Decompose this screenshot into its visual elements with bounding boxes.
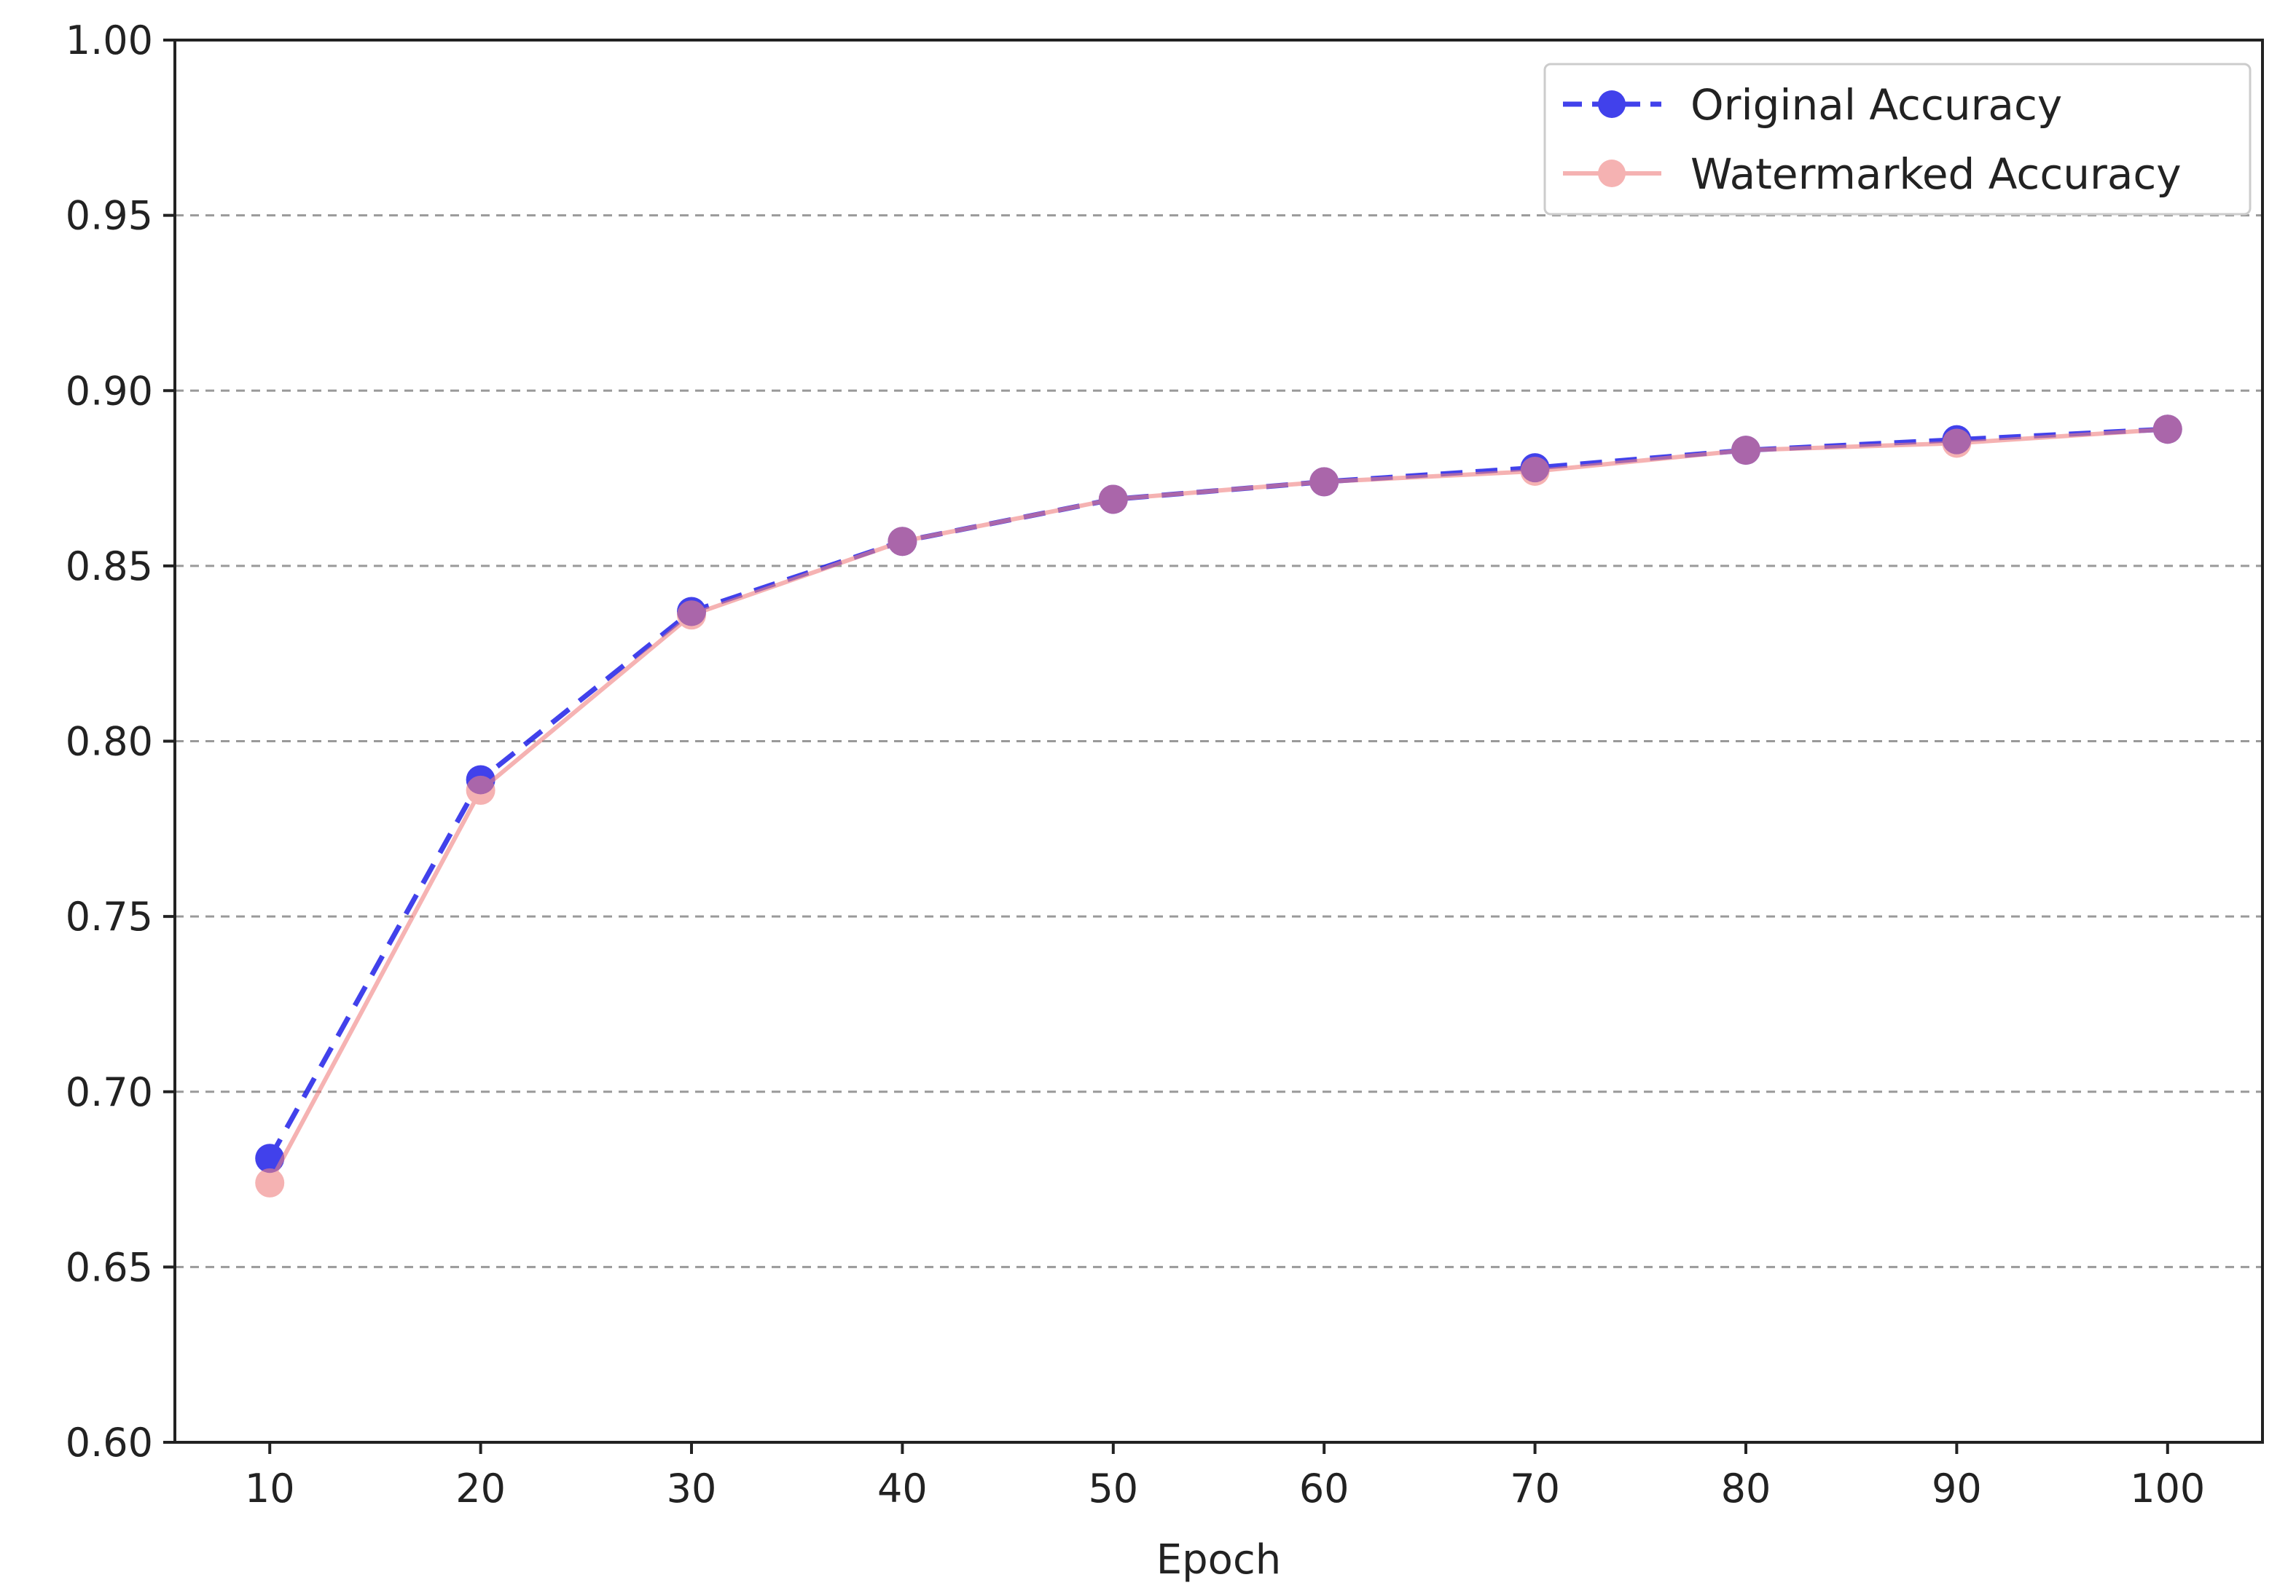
legend-entry: Watermarked Accuracy bbox=[1563, 149, 2182, 199]
axis-ticks: 0.60 0.65 0.70 0.75 0.80 0.85 0.90 0.95 1.00 10 20… bbox=[66, 17, 2206, 1512]
data-point bbox=[1098, 484, 1128, 514]
y-tick-label: 0.95 bbox=[66, 193, 153, 239]
grid-lines bbox=[175, 214, 2262, 1268]
series-line bbox=[267, 426, 2168, 1160]
data-point bbox=[1520, 456, 1550, 486]
x-tick-label: 50 bbox=[1088, 1466, 1138, 1512]
y-tick-label: 0.90 bbox=[66, 368, 153, 414]
legend-marker bbox=[1598, 90, 1626, 118]
legend-swatch bbox=[1563, 90, 1661, 118]
y-tick-label: 0.75 bbox=[66, 894, 153, 940]
legend-swatch bbox=[1563, 160, 1661, 187]
data-point bbox=[1942, 428, 1972, 458]
y-tick-label: 0.60 bbox=[66, 1420, 153, 1466]
x-tick-label: 40 bbox=[877, 1466, 928, 1512]
series-layer bbox=[255, 414, 2182, 1198]
data-point bbox=[255, 1168, 285, 1198]
data-point bbox=[466, 775, 495, 805]
series-original-accuracy bbox=[255, 414, 2182, 1174]
x-tick-label: 100 bbox=[2130, 1466, 2205, 1512]
legend: Original Accuracy Watermarked Accuracy bbox=[1543, 63, 2252, 216]
series-line bbox=[267, 427, 2168, 1184]
data-point bbox=[677, 600, 707, 630]
x-tick-label: 20 bbox=[455, 1466, 506, 1512]
x-axis-label: Epoch bbox=[1156, 1536, 1281, 1584]
legend-entry: Original Accuracy bbox=[1563, 80, 2062, 130]
data-point bbox=[888, 527, 917, 557]
x-tick-label: 90 bbox=[1932, 1466, 1982, 1512]
x-tick-label: 30 bbox=[667, 1466, 717, 1512]
data-point bbox=[1731, 436, 1760, 465]
y-tick-label: 0.85 bbox=[66, 543, 153, 589]
y-tick-label: 0.80 bbox=[66, 719, 153, 765]
x-tick-label: 80 bbox=[1721, 1466, 1771, 1512]
legend-label: Original Accuracy bbox=[1690, 80, 2062, 130]
y-tick-label: 0.65 bbox=[66, 1244, 153, 1290]
x-tick-label: 60 bbox=[1299, 1466, 1349, 1512]
legend-box bbox=[1543, 63, 2252, 216]
legend-label: Watermarked Accuracy bbox=[1690, 149, 2182, 199]
series-watermarked-accuracy bbox=[255, 414, 2182, 1198]
x-tick-label: 70 bbox=[1510, 1466, 1560, 1512]
y-tick-label: 1.00 bbox=[66, 17, 153, 63]
x-tick-label: 10 bbox=[245, 1466, 295, 1512]
legend-marker bbox=[1598, 160, 1626, 187]
data-point bbox=[1309, 467, 1339, 497]
y-tick-label: 0.70 bbox=[66, 1069, 153, 1115]
data-point bbox=[2152, 414, 2182, 444]
